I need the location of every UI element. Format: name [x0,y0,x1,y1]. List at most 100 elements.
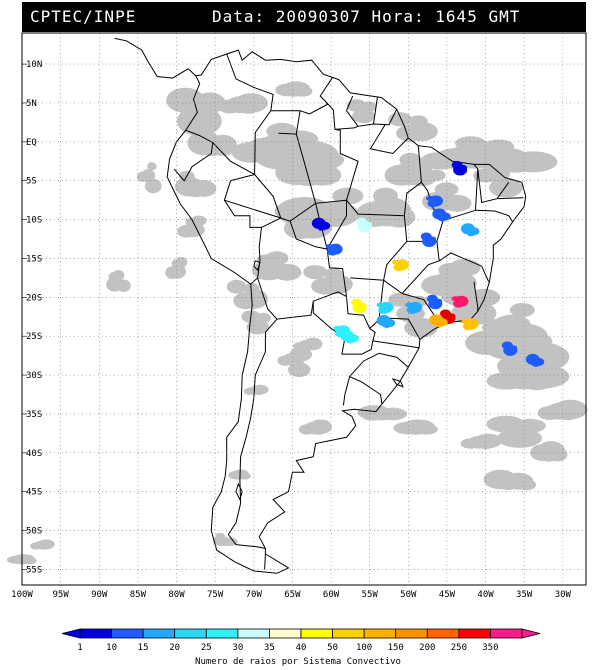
lon-label: 60W [323,590,340,600]
cloud-patch [274,202,303,220]
cloud-patch [483,469,518,490]
legend-swatch [268,628,302,639]
cloud-patch [536,441,566,461]
state-line [369,124,409,155]
convective-cell [336,325,351,337]
convective-cell [468,227,480,236]
uruguay-argentina-border [342,376,351,406]
date-time-label: Data: 20090307 Hora: 1645 GMT [212,7,521,26]
convective-cell [436,318,448,327]
cloud-patch [140,169,156,182]
lon-label: 95W [52,590,69,600]
convective-cell [384,319,396,327]
cloud-patch [357,405,392,420]
cloud-patch [366,197,412,227]
legend-swatch [458,628,491,639]
lon-label: 75W [207,590,224,600]
lat-label: 10S [26,216,42,226]
legend-swatch [237,628,270,639]
legend-label: 150 [388,643,404,653]
convective-cell [358,302,367,308]
legend-arrow-left [61,628,81,639]
cloud-patch [175,176,204,197]
convective-cell [464,318,479,330]
cloud-patch [426,169,446,181]
cloud-patch [401,419,436,435]
south-america-coastline [166,49,527,574]
lon-label: 40W [477,590,494,600]
lat-label: 20S [26,293,42,303]
lon-label: 55W [362,590,379,600]
cloud-patch [553,399,588,420]
paraguay-border [312,296,376,355]
legend-label: 15 [138,643,149,653]
cloud-patch [352,108,375,124]
cloud-patch [232,469,250,480]
legend-swatch [363,628,397,639]
lat-label: 10N [26,60,42,70]
state-line [477,169,510,204]
cloud-patch [147,162,157,171]
cloud-patch [144,178,162,194]
convective-cell [408,301,423,313]
ecuador-peru-border [173,142,214,182]
legend-arrow-right [521,628,541,639]
cloud-patch [486,415,525,433]
cloud-patch [226,279,247,294]
cloud-patch [187,130,222,156]
cloud-patch [388,292,412,307]
lat-label: 50S [26,527,42,537]
cloud-patch [234,93,268,113]
convective-cell [379,301,394,313]
lagoa-dos-patos [391,378,404,388]
convective-cell [434,298,443,304]
cloud-patch [309,419,332,435]
lake-south [235,482,243,501]
convective-cell [328,243,343,255]
legend-swatch [142,628,176,639]
convective-cell [509,345,518,351]
convective-cell [347,334,359,343]
cloud-patch [451,300,497,326]
legend-caption: Numero de raios por Sistema Convectivo [195,657,401,667]
cloud-patch [393,160,434,186]
chile-argentina-border [227,318,278,549]
cloud-patch [404,121,438,142]
cloud-patch [281,81,311,96]
state-line [475,209,514,223]
bolivia-border [257,217,348,320]
lon-label: 65W [284,590,301,600]
guyana-suriname-border [345,95,359,127]
legend-swatch [111,628,144,639]
cloud-patch [289,347,313,362]
state-line [403,181,422,216]
convective-cell [364,221,372,227]
cloud-patch [346,99,367,112]
graticule [21,33,586,585]
convective-cell [395,259,409,271]
convective-cell [454,295,469,307]
legend-label: 250 [451,643,467,653]
cloud-patch [182,222,205,238]
legend-label: 200 [419,643,435,653]
cloud-patch [388,112,412,127]
legend-colorbar [61,628,541,639]
state-line [372,340,420,349]
lat-label: 30S [26,371,42,381]
guianas-border [325,101,398,130]
legend-label: 35 [264,643,275,653]
cloud-patch [38,539,55,550]
legend-labels: 1 10 15 20 25 30 35 40 50 100 150 200 250 350 [77,643,498,653]
lon-label: 70W [246,590,263,600]
cloud-patch [239,289,269,309]
convective-cells-layer [311,161,545,367]
convective-cell [439,212,451,221]
legend: 1 10 15 20 25 30 35 40 50 100 150 200 250 350 Numero … [61,628,541,667]
convective-cell [429,195,443,207]
cloud-patch [319,274,353,295]
state-line [334,128,359,201]
convective-cell [459,165,468,170]
map-header: CPTEC/INPE Data: 20090307 Hora: 1645 GMT [22,2,586,32]
state-line [254,174,282,219]
